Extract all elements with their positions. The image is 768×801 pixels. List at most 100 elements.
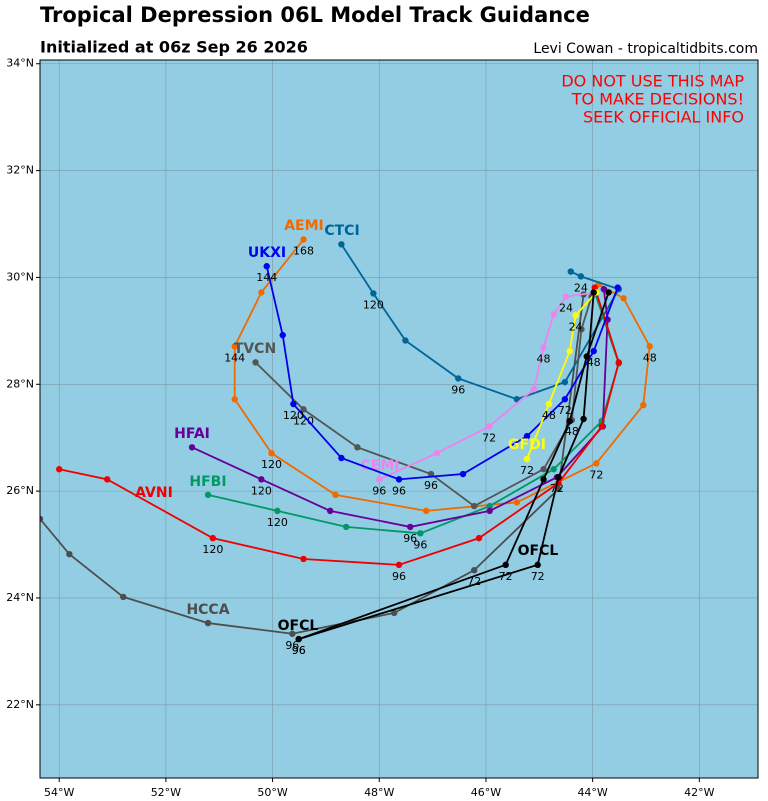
hour-label: 96	[285, 639, 299, 652]
track-point	[605, 289, 612, 296]
hour-label: 24	[569, 320, 583, 333]
track-point	[567, 268, 574, 275]
track-point	[640, 401, 647, 409]
track-point	[300, 555, 307, 563]
hour-label: 96	[403, 532, 417, 545]
track-point	[376, 476, 383, 483]
hour-label: 120	[251, 484, 272, 497]
warning: TO MAKE DECISIONS!	[571, 90, 744, 109]
track	[265, 266, 619, 481]
track-point	[486, 507, 493, 515]
track-point	[540, 466, 547, 473]
track-name: OFCL	[518, 543, 559, 559]
track-name: OFCL	[278, 618, 319, 634]
x-tick-label: 50°W	[257, 786, 287, 799]
y-tick-label: 22°N	[6, 698, 34, 711]
track-point	[566, 347, 573, 355]
hour-label: 24	[559, 302, 573, 315]
hour-label: 72	[589, 468, 603, 481]
track-point	[540, 344, 547, 351]
hour-label: 120	[267, 516, 288, 529]
hour-label: 96	[451, 383, 465, 396]
track-point	[598, 423, 605, 430]
x-tick-label: 54°W	[44, 786, 74, 799]
track-point	[120, 593, 127, 601]
track-point	[486, 502, 493, 510]
track-point	[561, 396, 569, 403]
x-tick-label: 42°W	[684, 786, 714, 799]
track-point	[252, 359, 259, 366]
hour-label: 144	[224, 351, 245, 364]
hour-label: 72	[482, 431, 496, 444]
track-point	[555, 474, 562, 481]
track-point	[338, 454, 345, 462]
track-point	[534, 561, 541, 569]
y-tick-label: 32°N	[6, 164, 34, 177]
track-point	[566, 417, 573, 425]
y-tick-label: 24°N	[6, 591, 34, 604]
track-point	[600, 285, 608, 293]
x-tick-label: 44°W	[577, 786, 607, 799]
track-point	[423, 507, 430, 515]
track-point	[342, 523, 350, 531]
track-point	[395, 476, 403, 483]
track-point	[188, 444, 196, 451]
track-point	[66, 550, 73, 558]
track-point	[433, 449, 441, 457]
track-point	[550, 466, 557, 473]
track-point	[578, 326, 585, 333]
track-point	[332, 491, 339, 499]
track	[298, 292, 610, 640]
hour-label: 96	[413, 538, 427, 551]
track-point	[204, 619, 212, 627]
track-point	[580, 415, 587, 423]
hour-label: 72	[531, 570, 545, 583]
track-name: HFAI	[174, 426, 210, 442]
track-point	[590, 289, 597, 296]
track-point	[427, 470, 435, 478]
track-point	[268, 449, 275, 457]
hour-label: 48	[587, 356, 601, 369]
hour-label: 168	[293, 245, 314, 258]
hour-label: 96	[392, 570, 406, 583]
track-point	[300, 406, 307, 413]
hour-label: 96	[372, 484, 386, 497]
track-point	[459, 470, 467, 478]
track-point	[572, 312, 579, 319]
track-point	[395, 561, 403, 569]
track	[59, 287, 620, 566]
track	[378, 291, 596, 481]
track-point	[289, 630, 296, 637]
track-name: HCCA	[186, 602, 229, 618]
track-point	[407, 523, 414, 531]
track-name: CEMI	[361, 458, 400, 474]
track-point	[591, 284, 598, 291]
track-name: AVNI	[135, 485, 173, 501]
track-point	[326, 507, 334, 515]
hour-label: 48	[542, 409, 556, 422]
track-point	[502, 561, 509, 569]
track-point	[550, 311, 557, 318]
track-point	[513, 499, 521, 506]
track-point	[620, 295, 627, 302]
track-point	[56, 466, 63, 473]
hour-label: 120	[261, 458, 282, 471]
chart-subtitle: Initialized at 06z Sep 26 2026	[40, 38, 308, 57]
track-point	[204, 491, 212, 499]
track-point	[354, 444, 361, 451]
track-point	[417, 530, 424, 537]
track-point	[562, 293, 570, 300]
hour-label: 48	[643, 351, 657, 364]
hour-label: 120	[202, 543, 223, 556]
y-tick-label: 28°N	[6, 377, 34, 390]
y-tick-label: 26°N	[6, 484, 34, 497]
chart-title: Tropical Depression 06L Model Track Guid…	[40, 3, 590, 27]
track-point	[290, 400, 297, 408]
track-name: AEMI	[284, 218, 324, 234]
track-point	[390, 609, 398, 617]
track-point	[370, 290, 377, 297]
track-point	[646, 343, 653, 350]
hour-label: 96	[292, 644, 306, 657]
hour-label: 120	[283, 409, 304, 422]
